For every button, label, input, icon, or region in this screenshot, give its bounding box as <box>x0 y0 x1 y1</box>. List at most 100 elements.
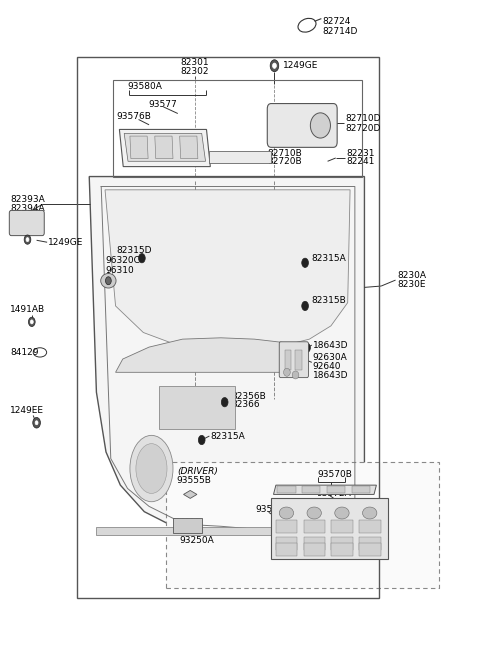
Polygon shape <box>155 136 173 159</box>
Ellipse shape <box>136 444 167 493</box>
Text: 93250A: 93250A <box>179 537 214 545</box>
Text: 82710D: 82710D <box>345 114 381 123</box>
Text: 93570B: 93570B <box>318 470 352 479</box>
Polygon shape <box>130 136 148 159</box>
Ellipse shape <box>362 507 377 519</box>
Text: 82315A: 82315A <box>210 432 245 440</box>
Circle shape <box>33 418 40 428</box>
Bar <box>277 487 296 493</box>
Polygon shape <box>89 176 364 553</box>
Text: 18643D: 18643D <box>313 340 348 350</box>
Text: 82301: 82301 <box>180 58 209 67</box>
Text: 1249GE: 1249GE <box>283 61 318 70</box>
Bar <box>276 537 298 550</box>
Circle shape <box>221 398 228 407</box>
Bar <box>304 519 325 533</box>
Circle shape <box>26 237 29 241</box>
Text: 92640: 92640 <box>313 362 341 371</box>
Text: 82710B: 82710B <box>268 149 302 158</box>
Text: 82315A: 82315A <box>312 253 347 263</box>
Bar <box>209 152 271 164</box>
Text: 1491AB: 1491AB <box>10 305 46 315</box>
Ellipse shape <box>130 436 173 501</box>
Text: 82366: 82366 <box>231 400 260 410</box>
Bar <box>302 487 321 493</box>
Text: 96320C: 96320C <box>105 256 140 265</box>
Text: 93576B: 93576B <box>117 112 151 121</box>
Text: 82356B: 82356B <box>231 392 266 401</box>
Circle shape <box>198 436 205 445</box>
Circle shape <box>139 253 145 263</box>
Text: 93555B: 93555B <box>177 476 212 485</box>
Text: 82315B: 82315B <box>312 296 347 305</box>
Text: 93580A: 93580A <box>128 82 162 92</box>
Polygon shape <box>124 134 205 162</box>
Text: 1249GE: 1249GE <box>48 239 83 247</box>
Polygon shape <box>271 498 388 559</box>
Text: 82394A: 82394A <box>10 204 45 213</box>
Bar <box>295 350 302 370</box>
Circle shape <box>304 343 311 352</box>
Polygon shape <box>120 130 210 167</box>
Ellipse shape <box>307 507 322 519</box>
Text: 82720D: 82720D <box>345 124 381 132</box>
Polygon shape <box>180 136 198 159</box>
Bar <box>331 537 353 550</box>
Circle shape <box>106 277 111 285</box>
Text: 96310: 96310 <box>105 265 134 275</box>
Text: 93571A: 93571A <box>255 505 290 514</box>
Bar <box>276 543 298 556</box>
Circle shape <box>30 320 33 324</box>
Bar <box>331 543 353 556</box>
Polygon shape <box>105 190 350 349</box>
Text: 93577: 93577 <box>148 100 177 108</box>
Bar <box>166 462 439 588</box>
FancyBboxPatch shape <box>9 210 44 235</box>
Circle shape <box>270 60 279 72</box>
Polygon shape <box>274 485 376 494</box>
Text: (DRIVER): (DRIVER) <box>177 467 218 475</box>
Polygon shape <box>116 338 300 372</box>
Bar <box>77 57 379 598</box>
Bar <box>173 518 202 533</box>
Circle shape <box>35 421 38 425</box>
Ellipse shape <box>335 507 349 519</box>
Text: 82714D: 82714D <box>323 27 358 36</box>
Bar <box>285 350 291 370</box>
Bar <box>352 487 370 493</box>
Bar <box>359 537 381 550</box>
Ellipse shape <box>101 273 116 288</box>
Text: 82231: 82231 <box>346 149 375 158</box>
Ellipse shape <box>279 507 294 519</box>
Circle shape <box>28 317 35 327</box>
Circle shape <box>24 235 31 244</box>
Text: 8230E: 8230E <box>397 279 425 289</box>
Bar <box>327 487 345 493</box>
Bar <box>331 519 353 533</box>
Text: 82302: 82302 <box>180 66 209 76</box>
Text: 18643D: 18643D <box>313 371 348 380</box>
Circle shape <box>302 258 309 267</box>
Ellipse shape <box>311 113 330 138</box>
FancyBboxPatch shape <box>267 104 337 148</box>
Text: 82724: 82724 <box>323 17 351 27</box>
Circle shape <box>302 301 309 311</box>
Bar <box>359 519 381 533</box>
Bar <box>276 519 298 533</box>
Text: 93572A: 93572A <box>317 489 351 497</box>
Bar <box>113 80 362 176</box>
Text: 92630A: 92630A <box>313 352 348 362</box>
Bar <box>359 543 381 556</box>
Ellipse shape <box>284 368 290 376</box>
Text: 82393A: 82393A <box>10 196 45 204</box>
Polygon shape <box>183 491 197 498</box>
Text: 82315D: 82315D <box>117 245 152 255</box>
Text: 82720B: 82720B <box>268 158 302 166</box>
Polygon shape <box>158 386 235 429</box>
Text: 8230A: 8230A <box>397 271 426 280</box>
Bar <box>304 543 325 556</box>
Bar <box>96 527 355 535</box>
Circle shape <box>273 63 276 68</box>
Text: 82241: 82241 <box>346 158 374 166</box>
Ellipse shape <box>292 371 299 379</box>
